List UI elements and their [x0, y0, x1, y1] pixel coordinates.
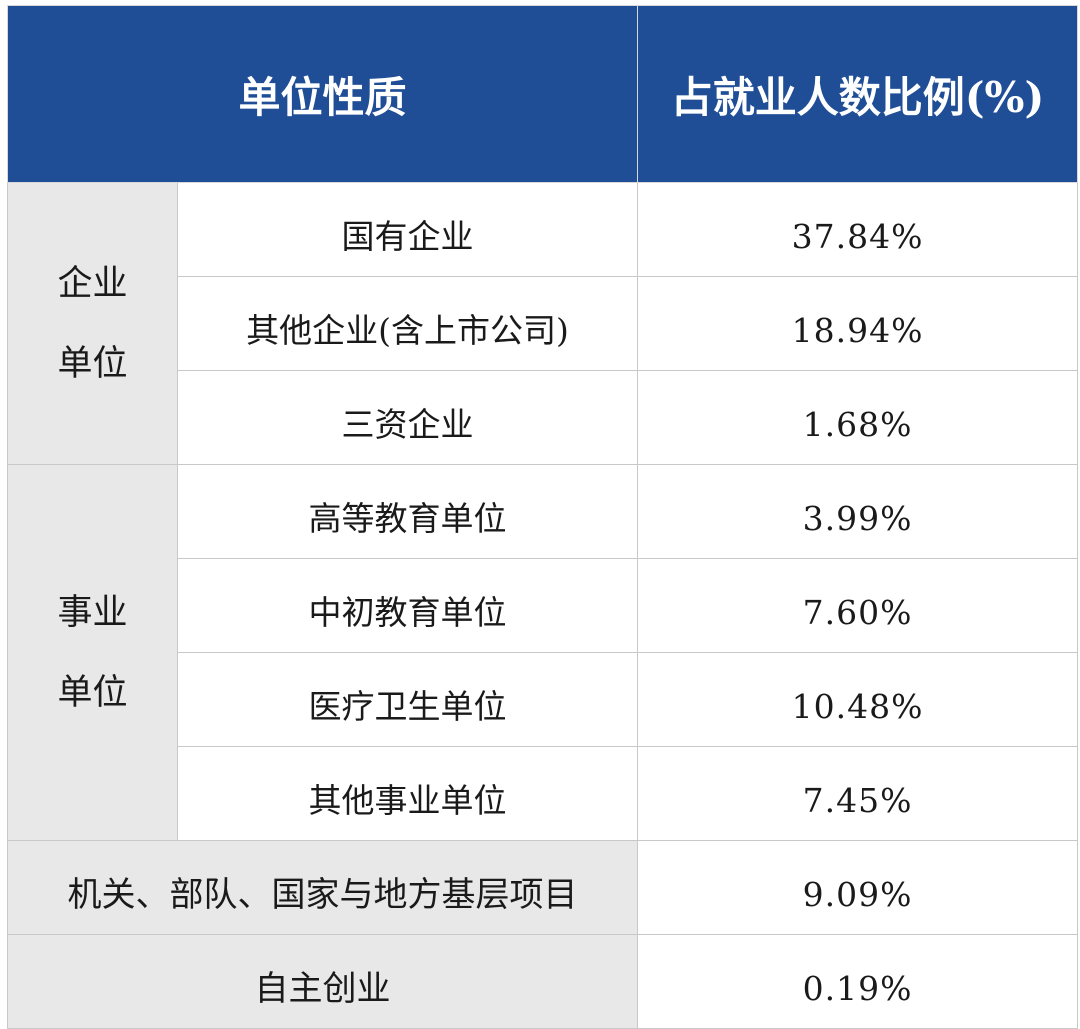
row-name: 高等教育单位 — [176, 464, 639, 559]
table-row: 其他企业(含上市公司) 18.94% — [8, 276, 1079, 371]
row-name: 其他事业单位 — [176, 746, 639, 841]
row-value: 7.60% — [637, 558, 1079, 653]
table-header-row: 单位性质 占就业人数比例(%) — [6, 5, 1079, 183]
row-name: 中初教育单位 — [176, 558, 639, 653]
row-name: 国有企业 — [176, 182, 639, 277]
table-row: 其他事业单位 7.45% — [8, 746, 1079, 841]
row-value: 18.94% — [637, 276, 1079, 371]
row-value: 10.48% — [637, 652, 1079, 747]
table-row: 机关、部队、国家与地方基层项目 9.09% — [6, 840, 1079, 935]
row-value: 9.09% — [637, 840, 1079, 935]
header-unit-type: 单位性质 — [6, 5, 639, 183]
row-value: 37.84% — [637, 182, 1079, 277]
table-row: 三资企业 1.68% — [8, 370, 1079, 465]
row-value: 0.19% — [637, 934, 1079, 1029]
row-value: 3.99% — [637, 464, 1079, 559]
row-value: 7.45% — [637, 746, 1079, 841]
row-value: 1.68% — [637, 370, 1079, 465]
row-name: 机关、部队、国家与地方基层项目 — [6, 840, 639, 935]
employment-ratio-table: 单位性质 占就业人数比例(%) 企业 单位 国有企业 37.84% 其他企业(含… — [6, 5, 1079, 1029]
header-employment-ratio: 占就业人数比例(%) — [637, 5, 1079, 183]
group-label-enterprise: 企业 单位 — [7, 182, 178, 465]
table-row: 自主创业 0.19% — [6, 934, 1079, 1029]
row-name: 医疗卫生单位 — [176, 652, 639, 747]
table-row: 中初教育单位 7.60% — [8, 558, 1079, 653]
group-label-institution: 事业 单位 — [7, 464, 178, 841]
row-name: 三资企业 — [176, 370, 639, 465]
table-row: 企业 单位 国有企业 37.84% — [7, 182, 1079, 465]
row-name: 其他企业(含上市公司) — [176, 276, 639, 371]
row-name: 自主创业 — [6, 934, 639, 1029]
table-row: 医疗卫生单位 10.48% — [8, 652, 1079, 747]
table-row: 事业 单位 高等教育单位 3.99% — [7, 464, 1079, 841]
